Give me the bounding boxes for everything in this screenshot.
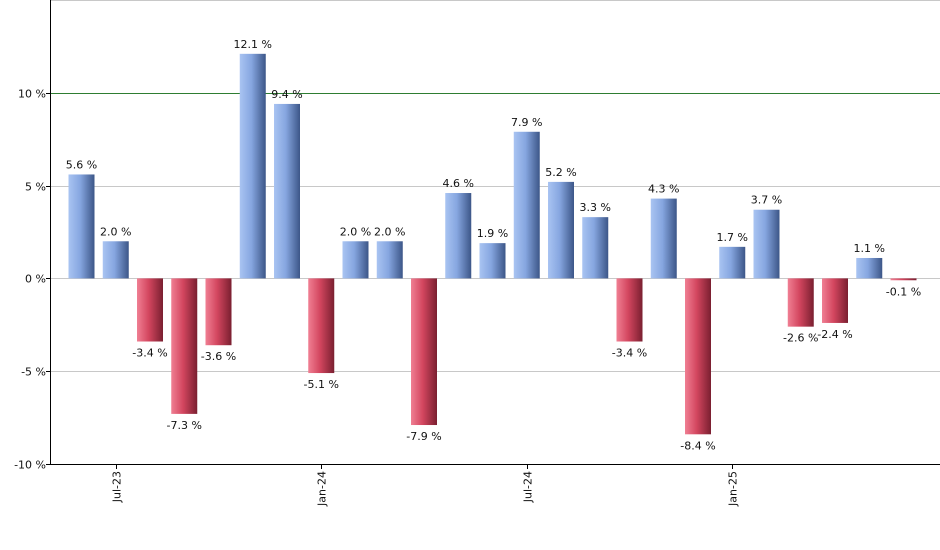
value-label: 2.0 % <box>100 225 131 238</box>
value-label: -8.4 % <box>680 439 715 452</box>
value-label: -2.6 % <box>783 332 818 345</box>
value-label: -7.3 % <box>167 419 202 432</box>
bar <box>582 217 609 279</box>
value-label: 4.6 % <box>443 177 474 190</box>
value-label: -3.4 % <box>612 347 647 360</box>
x-tick-label: Jan-24 <box>316 471 329 507</box>
bar <box>787 278 814 327</box>
bar <box>205 278 232 346</box>
bar <box>548 181 574 279</box>
bar <box>376 241 403 279</box>
bar <box>239 53 266 279</box>
bar <box>171 278 198 414</box>
value-label: 1.1 % <box>854 242 885 255</box>
axes: -10 % -5 % 0 % 5 % 10 % Jul-23 Jan-24 Jul-24 Jan… <box>14 0 940 507</box>
bar <box>753 209 780 279</box>
bar <box>137 278 163 342</box>
bar <box>719 246 746 279</box>
value-label: 4.3 % <box>648 183 679 196</box>
bar <box>513 131 540 279</box>
y-tick-label: -5 % <box>21 366 46 379</box>
bar <box>445 193 472 279</box>
value-label: -5.1 % <box>304 378 339 391</box>
value-label: 5.2 % <box>545 166 576 179</box>
value-label: 5.6 % <box>66 158 97 171</box>
bar <box>274 103 300 279</box>
value-label: 3.3 % <box>580 201 611 214</box>
value-label: 2.0 % <box>340 225 371 238</box>
bar <box>890 278 917 281</box>
value-label: -7.9 % <box>406 430 441 443</box>
value-label: 1.9 % <box>477 227 508 240</box>
bar <box>342 241 369 279</box>
bar <box>616 278 643 342</box>
y-tick-label: 10 % <box>18 88 46 101</box>
bar <box>856 257 883 279</box>
bar <box>411 278 437 426</box>
x-tick-label: Jul-23 <box>111 471 124 503</box>
y-tick-label: 5 % <box>25 181 46 194</box>
bar <box>822 278 848 323</box>
value-label: 1.7 % <box>717 231 748 244</box>
value-label: -2.4 % <box>817 328 852 341</box>
bars <box>68 53 917 435</box>
value-label: 2.0 % <box>374 225 405 238</box>
bar <box>102 241 129 279</box>
bar <box>650 198 677 279</box>
value-labels: 5.6 % 2.0 % -3.4 % -7.3 % -3.6 % 12.1 % 9.4 % -… <box>66 38 921 452</box>
value-label: -0.1 % <box>886 285 921 298</box>
value-label: 3.7 % <box>751 194 782 207</box>
y-tick-label: 0 % <box>25 273 46 286</box>
value-label: -3.6 % <box>201 350 236 363</box>
y-tick-label: -10 % <box>14 459 46 472</box>
value-label: 9.4 % <box>271 88 302 101</box>
bar <box>308 278 335 374</box>
value-label: 12.1 % <box>234 38 272 51</box>
x-tick-label: Jul-24 <box>522 471 535 503</box>
bar <box>68 174 95 279</box>
bar <box>479 243 506 279</box>
bar <box>685 278 711 435</box>
x-tick-label: Jan-25 <box>727 471 740 507</box>
value-label: 7.9 % <box>511 116 542 129</box>
value-label: -3.4 % <box>132 347 167 360</box>
